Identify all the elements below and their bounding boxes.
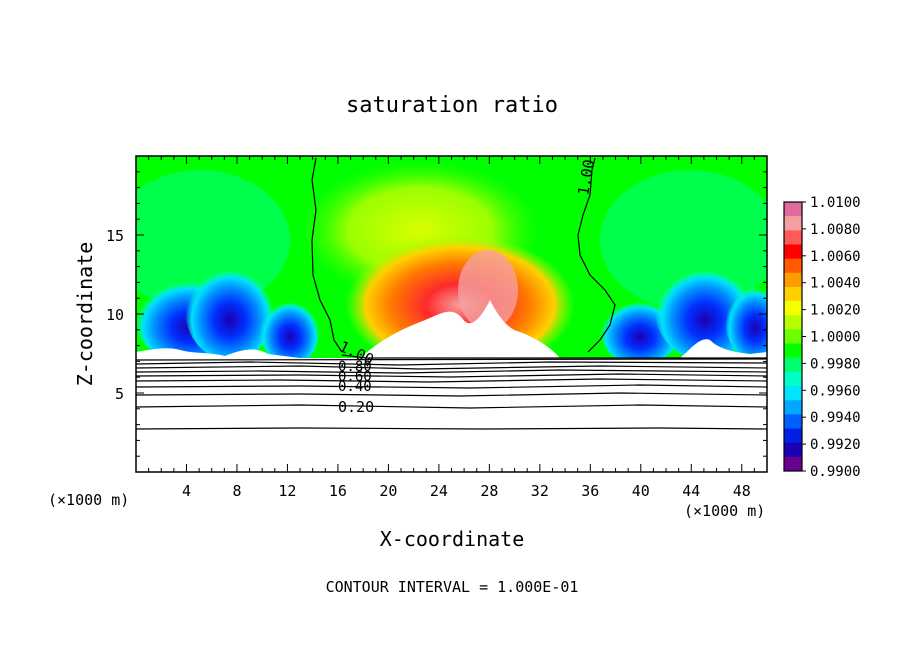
x-unit-label: (×1000 m)	[684, 502, 765, 520]
colorbar-tick-label: 1.0020	[810, 303, 861, 319]
colorbar-tick-label: 1.0080	[810, 222, 861, 238]
saturation-field	[136, 156, 767, 472]
y-axis: 5 10 15	[106, 171, 767, 457]
colorbar-tick-label: 0.9900	[810, 464, 861, 480]
colorbar-swatch	[784, 258, 802, 274]
colorbar-swatch	[784, 400, 802, 415]
x-tick-label: 48	[733, 482, 751, 500]
colorbar-swatch	[784, 414, 802, 430]
x-axis: 4 8 12 16 20 24 28 32 36 40 44 48	[148, 156, 755, 500]
colorbar-tick-label: 1.0100	[810, 195, 861, 211]
contour-line-1-00-base	[341, 354, 767, 359]
x-axis-label: X-coordinate	[380, 527, 525, 551]
colorbar-swatch	[784, 315, 802, 330]
y-axis-label: Z-coordinate	[73, 242, 97, 387]
colorbar-swatch	[784, 456, 802, 472]
colorbar-tick-label: 0.9940	[810, 410, 861, 426]
x-tick-label: 24	[430, 482, 448, 500]
colorbar-tick-label: 1.0000	[810, 330, 861, 346]
x-tick-label: 4	[182, 482, 191, 500]
contour-label: 0.40	[338, 379, 372, 395]
colorbar-swatch	[784, 386, 802, 401]
colorbar-swatch	[784, 442, 802, 458]
colorbar-swatch	[784, 343, 802, 359]
colorbar-swatch	[784, 230, 802, 245]
contour-line-1-00-left	[311, 157, 343, 353]
contour-lines	[136, 157, 767, 430]
colorbar-tick-label: 1.0060	[810, 249, 861, 265]
colorbar-swatch	[784, 216, 802, 231]
x-tick-label: 20	[379, 482, 397, 500]
x-tick-label: 12	[278, 482, 296, 500]
y-tick-label: 10	[106, 306, 124, 324]
x-tick-label: 44	[682, 482, 700, 500]
x-tick-label: 36	[581, 482, 599, 500]
contour-label: 0.60	[338, 369, 372, 385]
contour-interval-footer: CONTOUR INTERVAL = 1.000E-01	[326, 578, 579, 596]
chart-title: saturation ratio	[346, 93, 558, 118]
colorbar-tick-label: 0.9980	[810, 356, 861, 372]
x-tick-label: 28	[480, 482, 498, 500]
colorbar-tick-label: 0.9920	[810, 437, 861, 453]
y-tick-label: 5	[115, 385, 124, 403]
colorbar-swatch	[784, 244, 802, 260]
colorbar-tick-label: 0.9960	[810, 383, 861, 399]
colorbar: 1.0100 1.0080 1.0060 1.0040 1.0020 1.0000 0.99…	[783, 195, 861, 480]
contour-line-1-00-right	[577, 157, 616, 353]
z-unit-label: (×1000 m)	[48, 491, 129, 509]
contour-label: 1.00	[574, 158, 598, 197]
colorbar-swatch	[784, 286, 802, 302]
x-tick-label: 16	[329, 482, 347, 500]
colorbar-tick-label: 1.0040	[810, 276, 861, 292]
colorbar-swatch	[784, 357, 802, 373]
colorbar-swatch	[784, 428, 802, 444]
colorbar-swatch	[784, 202, 802, 217]
x-tick-label: 8	[232, 482, 241, 500]
x-tick-label: 32	[531, 482, 549, 500]
colorbar-swatch	[784, 272, 802, 288]
colorbar-swatch	[784, 301, 802, 316]
colorbar-swatch	[784, 329, 802, 345]
contour-label: 0.80	[338, 359, 372, 375]
colorbar-swatch	[784, 371, 802, 387]
contour-label: 0.20	[338, 398, 374, 416]
y-tick-label: 15	[106, 227, 124, 245]
x-tick-label: 40	[632, 482, 650, 500]
